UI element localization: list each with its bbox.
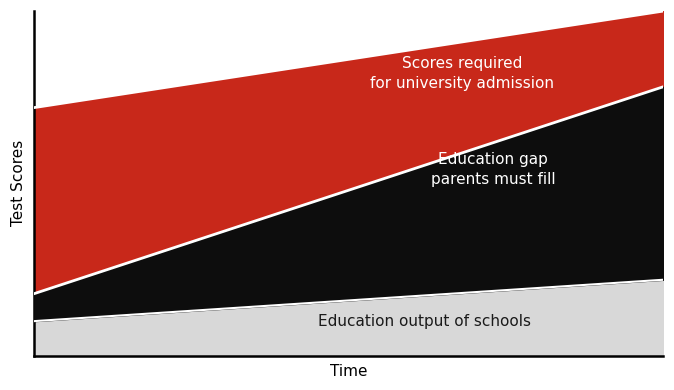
Text: Scores required
for university admission: Scores required for university admission: [370, 56, 554, 90]
X-axis label: Time: Time: [330, 364, 367, 379]
Y-axis label: Test Scores: Test Scores: [11, 140, 26, 227]
Text: Education output of schools: Education output of schools: [317, 314, 530, 329]
Text: Education gap
parents must fill: Education gap parents must fill: [431, 152, 555, 187]
